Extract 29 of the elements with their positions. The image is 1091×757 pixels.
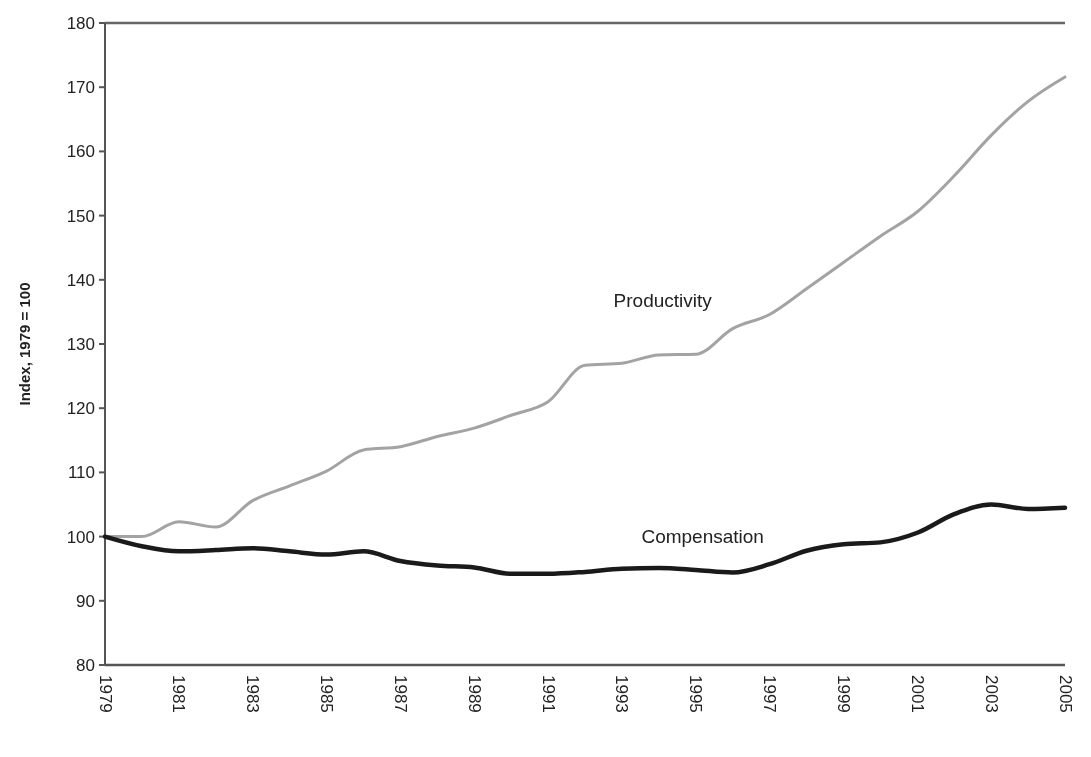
x-tick-label: 1993 [612, 675, 632, 713]
x-tick-label: 1991 [538, 675, 558, 713]
y-axis-title: Index, 1979 = 100 [16, 282, 33, 406]
y-tick-label: 100 [66, 527, 95, 547]
series-label: Productivity [613, 289, 713, 311]
line-series [102, 502, 1068, 577]
x-tick-label: 1987 [390, 675, 410, 713]
y-tick-label: 140 [66, 270, 95, 290]
x-tick-label: 1983 [243, 675, 263, 713]
x-tick-label: 1981 [169, 675, 189, 713]
x-tick-label: 1985 [317, 675, 337, 713]
y-tick-label: 90 [76, 591, 95, 611]
y-tick-label: 130 [66, 334, 95, 354]
y-tick-label: 180 [66, 13, 95, 33]
x-tick-label: 2003 [981, 675, 1001, 713]
series-label: Compensation [641, 525, 764, 547]
y-tick-label: 160 [66, 142, 95, 162]
y-tick-label: 120 [66, 399, 95, 419]
y-tick-label: 110 [67, 463, 95, 483]
x-tick-label: 2005 [1055, 675, 1075, 713]
y-tick-label: 150 [66, 206, 95, 226]
x-tick-label: 1979 [95, 675, 115, 713]
x-tick-label: 1999 [833, 675, 853, 713]
x-tick-label: 1989 [464, 675, 484, 713]
y-tick-label: 80 [76, 655, 95, 675]
x-tick-label: 1995 [686, 675, 706, 713]
x-tick-label: 1997 [760, 675, 780, 713]
x-tick-label: 2001 [907, 675, 927, 713]
y-tick-label: 170 [66, 78, 95, 98]
